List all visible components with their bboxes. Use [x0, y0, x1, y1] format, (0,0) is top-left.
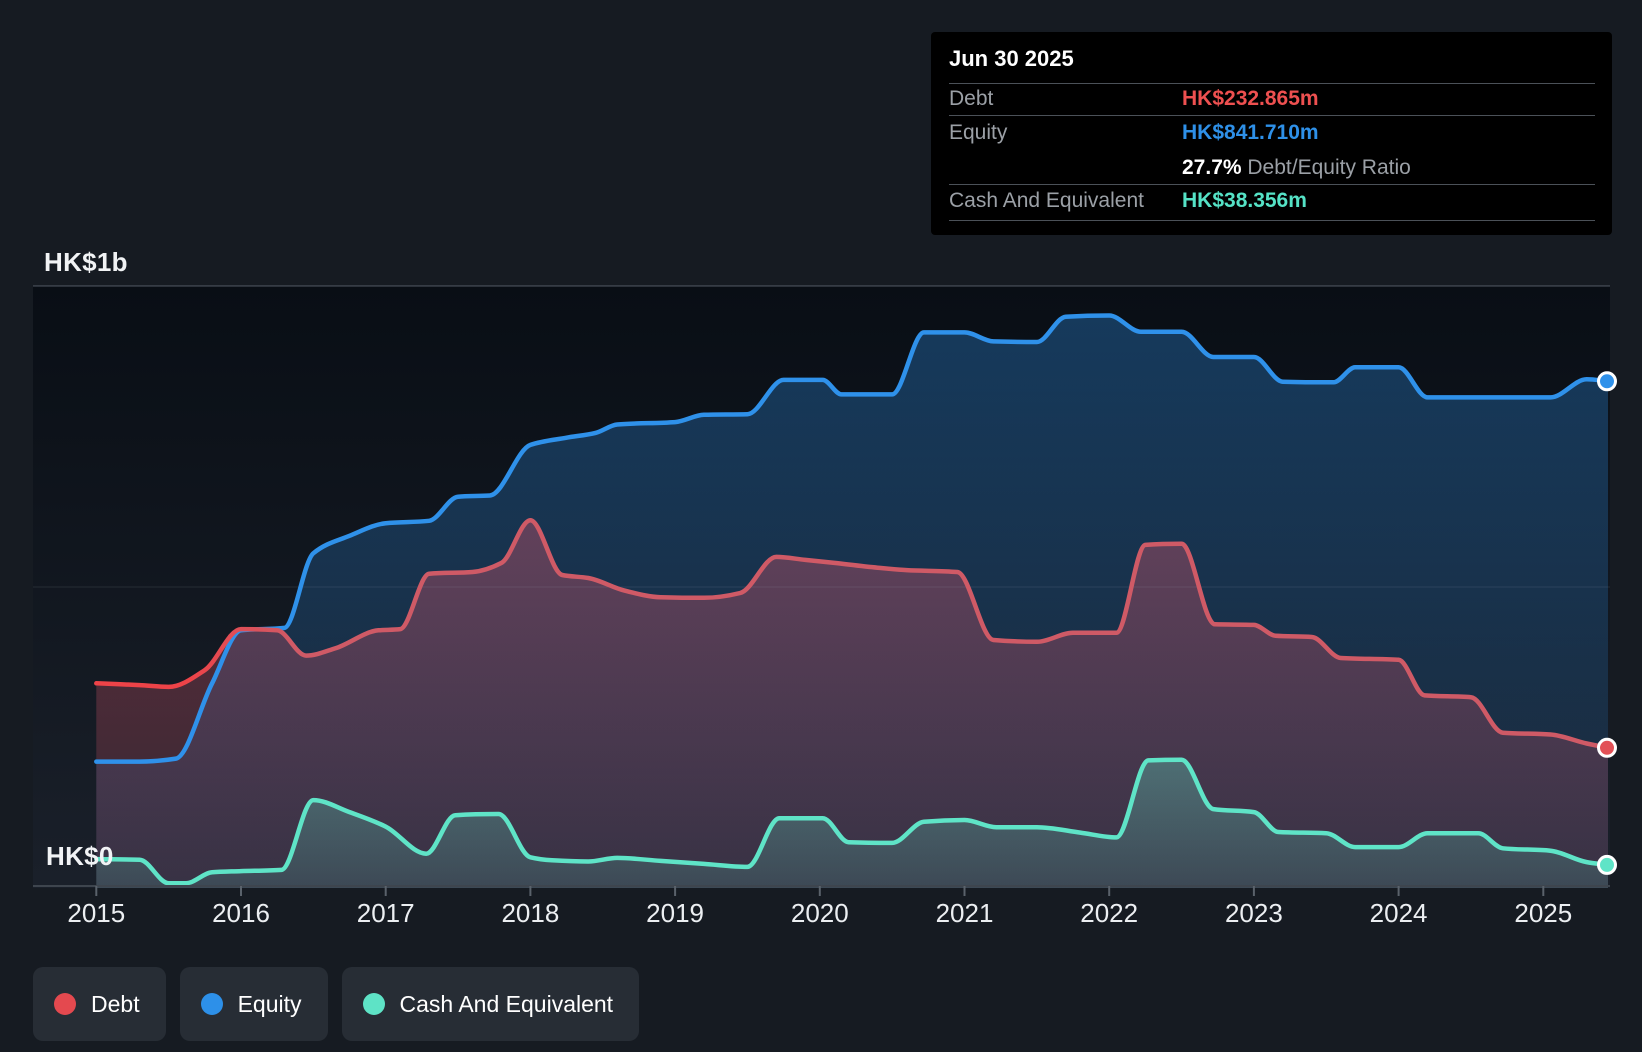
tooltip-debt-label: Debt: [949, 87, 994, 110]
x-axis-year-label: 2024: [1370, 898, 1428, 928]
ratio-value: 27.7%: [1182, 156, 1242, 179]
tooltip-cash-label: Cash And Equivalent: [949, 189, 1144, 212]
equity-line: [94, 313, 1611, 764]
cash-and-equivalent-endpoint-dot[interactable]: [1597, 854, 1617, 875]
x-axis-year-label: 2018: [501, 898, 559, 928]
debt-endpoint-dot[interactable]: [1597, 737, 1617, 758]
tooltip-debt-value: HK$232.865m: [1182, 87, 1319, 110]
equity-endpoint-dot[interactable]: [1597, 371, 1617, 392]
debt-line: [94, 517, 1611, 751]
y-axis-label-top: HK$1b: [44, 247, 128, 277]
x-axis-year-label: 2022: [1080, 898, 1138, 928]
legend-pill-equity[interactable]: Equity: [179, 967, 328, 1041]
tooltip-date: Jun 30 2025: [949, 46, 1074, 71]
legend-cash-label: Cash And Equivalent: [399, 990, 614, 1017]
tooltip-equity-value: HK$841.710m: [1182, 121, 1319, 144]
legend-debt-label: Debt: [91, 990, 140, 1017]
debt-legend-dot-icon: [54, 993, 76, 1015]
tooltip-divider: [949, 220, 1595, 221]
y-axis-label-bottom: HK$0: [46, 841, 114, 871]
chart-tooltip: Jun 30 2025 Debt HK$232.865m Equity HK$8…: [931, 32, 1612, 235]
cash-and-equivalent-line: [94, 757, 1611, 886]
tooltip-divider: [949, 115, 1595, 116]
tooltip-debt-equity-ratio: 27.7% Debt/Equity Ratio: [1182, 156, 1411, 180]
debt-area: [96, 520, 1608, 888]
x-axis-year-label: 2025: [1514, 898, 1572, 928]
tooltip-divider: [949, 184, 1595, 185]
x-axis-year-label: 2021: [936, 898, 994, 928]
cash-and-equivalent-area: [96, 759, 1608, 888]
tooltip-divider: [949, 83, 1595, 84]
cash-legend-dot-icon: [362, 993, 385, 1015]
legend-equity-label: Equity: [237, 990, 302, 1017]
x-axis-year-label: 2020: [791, 898, 849, 928]
x-axis-year-label: 2017: [357, 898, 415, 928]
x-axis-year-label: 2019: [646, 898, 704, 928]
equity-legend-dot-icon: [200, 993, 223, 1015]
tooltip-equity-label: Equity: [949, 121, 1008, 144]
chart-legend: Debt Equity Cash And Equivalent: [33, 967, 640, 1041]
x-axis-year-label: 2023: [1225, 898, 1283, 928]
x-axis-year-label: 2015: [67, 898, 125, 928]
x-axis-year-label: 2016: [212, 898, 270, 928]
legend-pill-cash[interactable]: Cash And Equivalent: [341, 967, 640, 1041]
legend-pill-debt[interactable]: Debt: [33, 967, 166, 1041]
ratio-label: Debt/Equity Ratio: [1247, 156, 1411, 179]
tooltip-cash-value: HK$38.356m: [1182, 189, 1307, 212]
